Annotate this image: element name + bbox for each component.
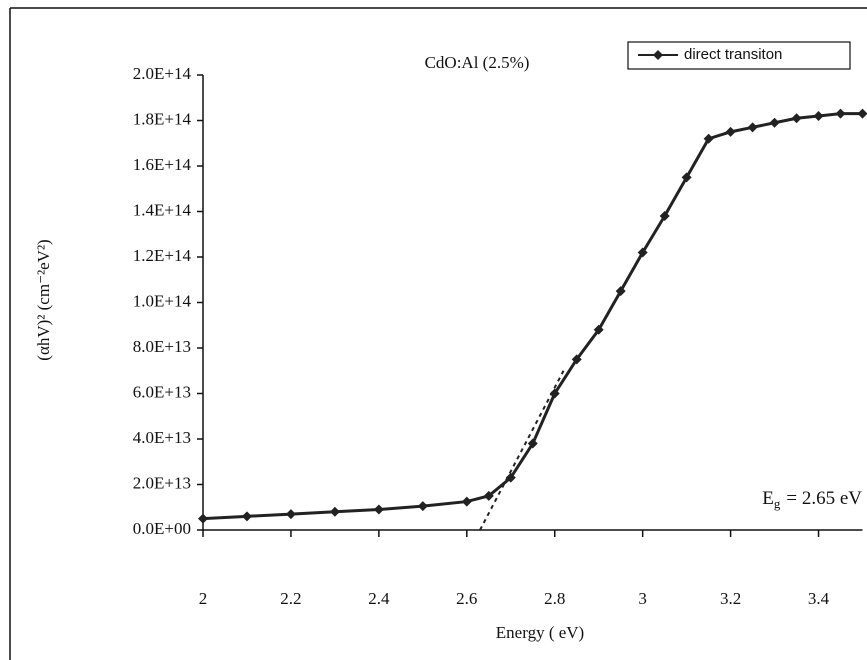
annotation-symbol: E xyxy=(762,488,774,509)
y-tick-label: 4.0E+13 xyxy=(133,428,191,447)
annotation-subscript: g xyxy=(774,496,781,511)
annotation-text: = 2.65 eV xyxy=(786,488,862,509)
y-tick-label: 8.0E+13 xyxy=(133,337,191,356)
annotation: Eg = 2.65 eV xyxy=(762,488,862,511)
data-point xyxy=(813,110,824,121)
data-point xyxy=(593,324,604,335)
data-line xyxy=(202,112,863,521)
data-point xyxy=(637,247,648,258)
data-point xyxy=(835,108,846,119)
y-tick-label: 2.0E+13 xyxy=(133,473,191,492)
data-point xyxy=(747,122,758,133)
x-tick-label: 2.2 xyxy=(280,589,301,608)
y-tick-label: 0.0E+00 xyxy=(133,519,191,538)
x-tick-label: 2.6 xyxy=(456,589,477,608)
data-point xyxy=(505,472,516,483)
data-point xyxy=(373,504,384,515)
y-tick-label: 6.0E+13 xyxy=(133,382,191,401)
data-point xyxy=(549,388,560,399)
data-point xyxy=(659,211,670,222)
y-tick-label: 1.8E+14 xyxy=(133,109,192,128)
data-point xyxy=(681,172,692,183)
data-point xyxy=(198,513,208,524)
y-tick-label: 1.0E+14 xyxy=(133,291,192,310)
y-axis-label: (αhV)² (cm⁻²eV²) xyxy=(34,239,53,360)
legend-label: direct transiton xyxy=(684,46,782,63)
x-tick-label: 2 xyxy=(199,589,208,608)
data-point xyxy=(791,113,802,124)
data-point xyxy=(461,496,472,507)
y-tick-label: 2.0E+14 xyxy=(133,64,192,83)
data-point xyxy=(527,438,538,449)
y-tick-label: 1.4E+14 xyxy=(133,200,192,219)
legend-marker xyxy=(653,50,663,60)
x-tick-label: 2.8 xyxy=(544,589,565,608)
x-tick-label: 3.2 xyxy=(720,589,741,608)
data-point xyxy=(285,509,296,520)
data-point xyxy=(725,126,736,137)
data-point xyxy=(769,117,780,128)
x-tick-label: 2.4 xyxy=(368,589,390,608)
data-point xyxy=(571,354,582,365)
x-tick-label: 3 xyxy=(638,589,647,608)
data-point xyxy=(857,108,867,119)
x-tick-label: 3.4 xyxy=(808,589,830,608)
x-axis-label: Energy ( eV) xyxy=(496,623,584,642)
chart-title: CdO:Al (2.5%) xyxy=(425,53,530,72)
data-point xyxy=(329,506,340,517)
data-point xyxy=(241,511,252,522)
fit-line xyxy=(479,370,565,531)
data-point xyxy=(615,286,626,297)
data-point xyxy=(417,501,428,512)
y-tick-label: 1.2E+14 xyxy=(133,246,192,265)
data-point xyxy=(703,133,714,144)
y-tick-label: 1.6E+14 xyxy=(133,155,192,174)
data-point xyxy=(483,490,494,501)
